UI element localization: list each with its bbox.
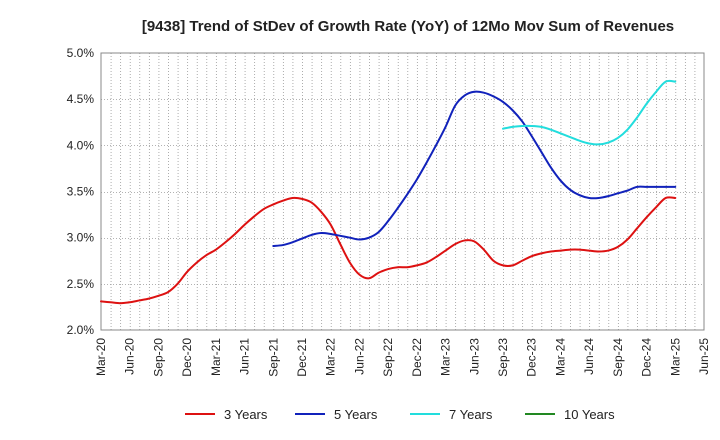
- x-tick-label: Jun-24: [582, 338, 596, 375]
- x-tick-label: Jun-22: [352, 338, 366, 375]
- legend-label-7-years: 7 Years: [449, 407, 493, 422]
- x-tick-label: Jun-23: [467, 338, 481, 375]
- x-tick-label: Sep-20: [151, 338, 165, 377]
- series-line-5-years: [272, 90, 677, 247]
- y-axis: 2.0% 2.5% 3.0% 3.5% 4.0% 4.5% 5.0%: [67, 46, 95, 337]
- x-tick-label: Dec-20: [180, 338, 194, 377]
- plot-frame: [100, 52, 705, 331]
- x-tick-label: Mar-20: [94, 338, 108, 376]
- x-tick-label: Jun-21: [238, 338, 252, 375]
- legend-label-3-years: 3 Years: [224, 407, 268, 422]
- x-tick-label: Mar-24: [553, 338, 567, 376]
- x-tick-label: Sep-21: [266, 338, 280, 377]
- x-tick-label: Sep-24: [611, 338, 625, 377]
- y-tick-label: 3.0%: [67, 231, 95, 245]
- y-tick-label: 2.0%: [67, 323, 95, 337]
- x-tick-label: Dec-23: [525, 338, 539, 377]
- grid-lines: [101, 53, 704, 330]
- x-axis: Mar-20 Jun-20 Sep-20 Dec-20 Mar-21 Jun-21 Sep-…: [94, 338, 711, 377]
- x-tick-label: Mar-21: [209, 338, 223, 376]
- series-group: [100, 79, 677, 305]
- series-line-3-years: [100, 196, 677, 305]
- x-tick-label: Mar-23: [439, 338, 453, 376]
- y-tick-label: 4.5%: [67, 92, 95, 106]
- legend: 3 Years 5 Years 7 Years 10 Years: [185, 407, 615, 422]
- x-tick-label: Sep-22: [381, 338, 395, 377]
- x-tick-label: Dec-22: [410, 338, 424, 377]
- x-tick-label: Mar-25: [668, 338, 682, 376]
- chart-title: [9438] Trend of StDev of Growth Rate (Yo…: [142, 18, 674, 35]
- x-tick-label: Jun-20: [123, 338, 137, 375]
- y-tick-label: 4.0%: [67, 138, 95, 152]
- x-tick-label: Dec-24: [640, 338, 654, 377]
- x-tick-label: Sep-23: [496, 338, 510, 377]
- series-line-7-years: [502, 79, 677, 146]
- legend-label-10-years: 10 Years: [564, 407, 615, 422]
- x-tick-label: Mar-22: [324, 338, 338, 376]
- y-tick-label: 2.5%: [67, 277, 95, 291]
- x-tick-label: Jun-25: [697, 338, 711, 375]
- y-tick-label: 3.5%: [67, 185, 95, 199]
- y-tick-label: 5.0%: [67, 46, 95, 60]
- legend-label-5-years: 5 Years: [334, 407, 378, 422]
- x-tick-label: Dec-21: [295, 338, 309, 377]
